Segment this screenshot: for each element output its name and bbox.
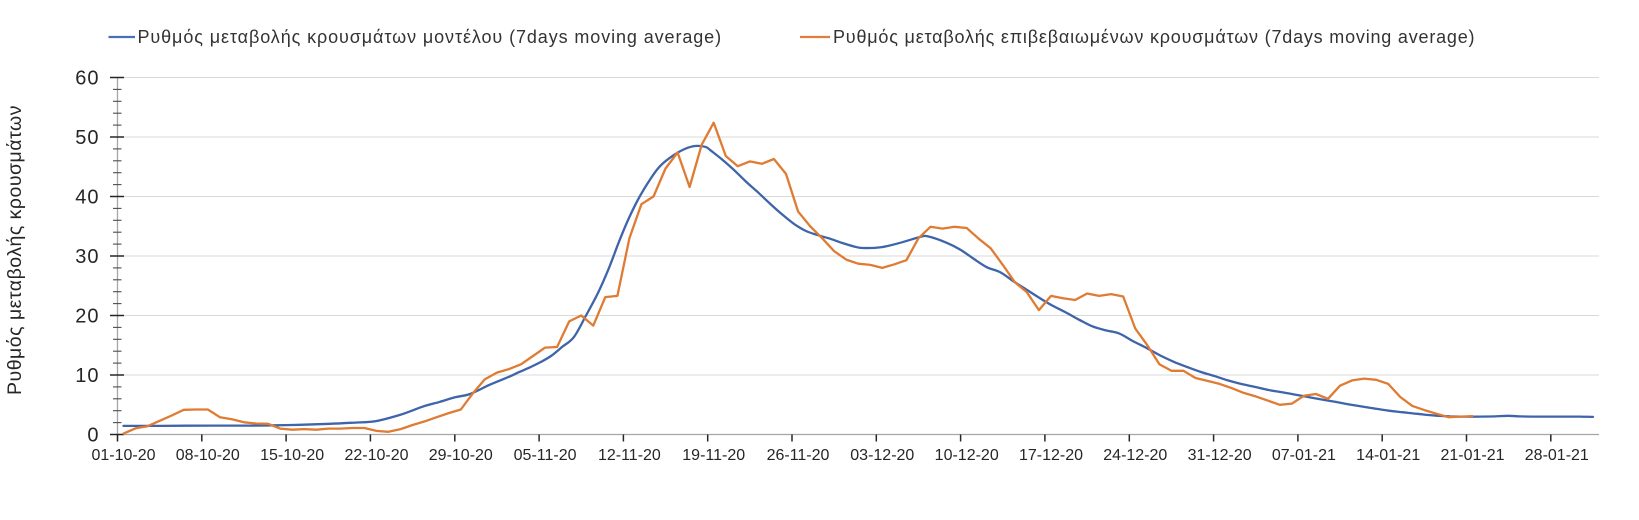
svg-text:50: 50 (75, 127, 99, 149)
svg-text:30: 30 (75, 246, 99, 268)
svg-text:07-01-21: 07-01-21 (1272, 447, 1336, 464)
svg-text:05-11-20: 05-11-20 (514, 447, 577, 464)
svg-text:26-11-20: 26-11-20 (767, 447, 830, 464)
svg-text:29-10-20: 29-10-20 (429, 447, 493, 464)
svg-text:Ρυθμός μεταβολής κρουσμάτων: Ρυθμός μεταβολής κρουσμάτων (4, 105, 26, 395)
svg-text:19-11-20: 19-11-20 (682, 447, 745, 464)
svg-text:10: 10 (75, 365, 99, 387)
svg-text:60: 60 (75, 68, 99, 90)
svg-text:03-12-20: 03-12-20 (850, 447, 914, 464)
svg-text:28-01-21: 28-01-21 (1525, 447, 1589, 464)
svg-text:21-01-21: 21-01-21 (1440, 447, 1504, 464)
svg-text:12-11-20: 12-11-20 (598, 447, 661, 464)
svg-text:15-10-20: 15-10-20 (260, 447, 324, 464)
svg-text:Ρυθμός μεταβολής επιβεβαιωμένω: Ρυθμός μεταβολής επιβεβαιωμένων κρουσμάτ… (833, 27, 1475, 47)
svg-text:10-12-20: 10-12-20 (935, 447, 999, 464)
svg-text:01-10-20: 01-10-20 (91, 447, 155, 464)
svg-text:17-12-20: 17-12-20 (1019, 447, 1083, 464)
svg-text:22-10-20: 22-10-20 (344, 447, 408, 464)
svg-text:08-10-20: 08-10-20 (176, 447, 240, 464)
svg-text:20: 20 (75, 306, 99, 328)
svg-text:31-12-20: 31-12-20 (1188, 447, 1252, 464)
svg-text:14-01-21: 14-01-21 (1356, 447, 1420, 464)
svg-text:Ρυθμός μεταβολής κρουσμάτων μο: Ρυθμός μεταβολής κρουσμάτων μοντέλου (7d… (138, 27, 722, 47)
svg-text:0: 0 (87, 425, 99, 447)
svg-text:24-12-20: 24-12-20 (1103, 447, 1167, 464)
svg-text:40: 40 (75, 187, 99, 209)
